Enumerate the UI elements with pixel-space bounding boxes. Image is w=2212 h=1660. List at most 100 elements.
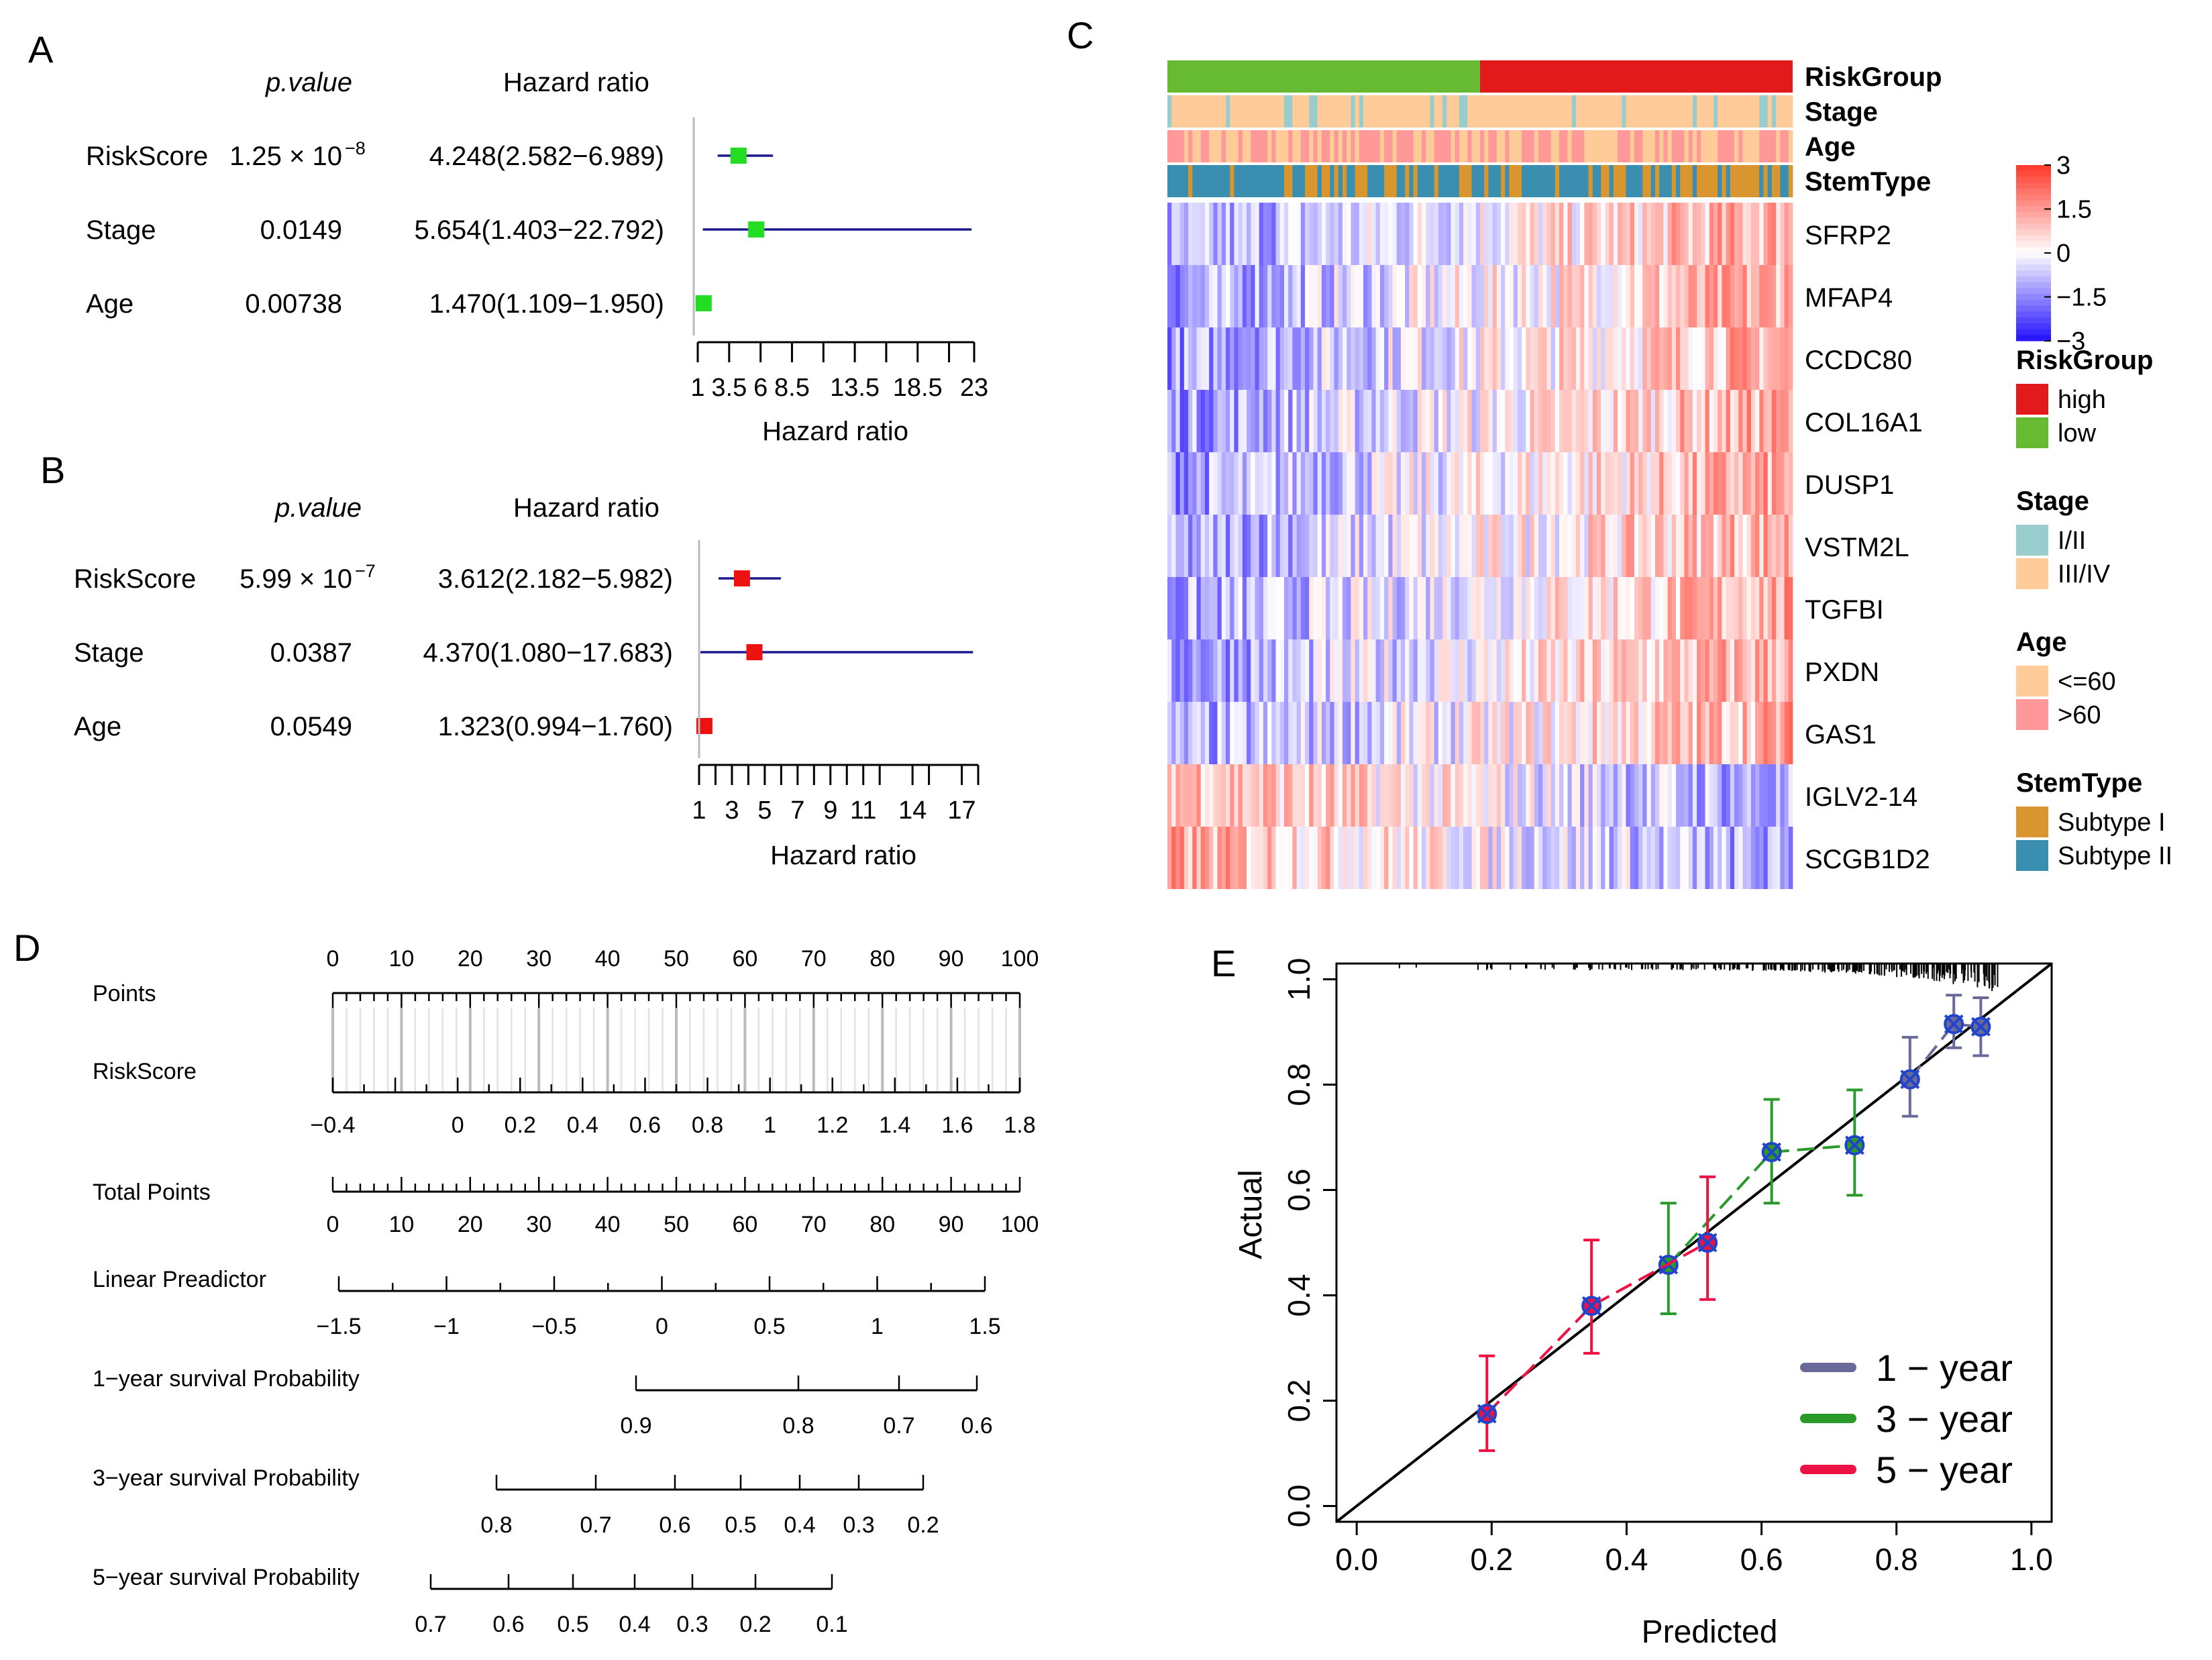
age-cell [1722,130,1726,162]
heatmap-cell [1788,577,1793,639]
stage-cell [1788,95,1793,127]
heatmap-cell [1317,577,1322,639]
heatmap-cell [1730,639,1735,702]
heatmap-cell [1426,764,1430,827]
age-cell [1676,130,1681,162]
heatmap-cell [1396,390,1402,452]
heatmap-cell [1546,390,1552,452]
stemtype-cell [1563,165,1568,197]
age-cell [1292,130,1298,162]
heatmap-cell [1317,265,1322,327]
forest-row-hr: 1.323(0.994−1.760) [438,712,673,741]
age-cell [1300,130,1306,162]
heatmap-cell [1605,390,1610,452]
heatmap-cell [1334,702,1339,764]
heatmap-cell [1221,639,1226,702]
heatmap-cell [1730,327,1735,390]
stemtype-cell [1767,165,1773,197]
heatmap-cell [1438,327,1443,390]
heatmap-cell [1546,702,1552,764]
stage-cell [1659,95,1664,127]
heatmap-cell [1342,265,1347,327]
age-cell [1367,130,1372,162]
heatmap-cell [1654,639,1660,702]
riskgroup-low-bar [1167,60,1480,93]
heatmap-cell [1701,827,1705,889]
heatmap-cell [1422,764,1426,827]
stage-cell [1275,95,1281,127]
heatmap-cell [1171,702,1176,764]
heatmap-cell [1688,390,1693,452]
heatmap-cell [1542,827,1547,889]
heatmap-cell [1455,327,1460,390]
heatmap-cell [1626,827,1631,889]
legend-swatch [2016,525,2048,556]
total-points-tick-label: 50 [664,1212,689,1237]
heatmap-cell [1746,764,1752,827]
heatmap-cell [1251,390,1255,452]
points-tick-label: 70 [801,946,827,972]
heatmap-cell [1209,265,1214,327]
heatmap-cell [1209,577,1214,639]
linear-predictor-tick-label: 1.5 [969,1314,1000,1339]
heatmap-cell [1422,702,1426,764]
heatmap-cell [1388,327,1393,390]
heatmap-cell [1467,515,1472,577]
heatmap-cell [1326,702,1330,764]
stage-cell [1321,95,1326,127]
heatmap-cell [1501,827,1506,889]
age-cell [1738,130,1743,162]
heatmap-cell [1676,390,1681,452]
heatmap-cell [1279,390,1285,452]
heatmap-cell [1622,702,1626,764]
heatmap-cell [1750,203,1756,265]
heatmap-cell [1396,452,1402,515]
heatmap-cell [1592,327,1597,390]
heatmap-cell [1296,265,1302,327]
heatmap-cell [1788,203,1793,265]
forest-tick-label: 8.5 [774,374,810,402]
stemtype-cell [1192,165,1197,197]
heatmap-cell [1596,327,1601,390]
heatmap-cell [1750,764,1756,827]
heatmap-cell [1588,515,1593,577]
heatmap-cell [1596,515,1601,577]
age-cell [1188,130,1193,162]
heatmap-cell [1363,327,1368,390]
age-cell [1451,130,1456,162]
color-scale-step [2016,323,2051,330]
nomogram-axis-name: Linear Preadictor [93,1267,266,1292]
stage-cell [1767,95,1773,127]
stemtype-cell [1496,165,1502,197]
stemtype-cell [1279,165,1285,197]
heatmap-cell [1788,265,1793,327]
legend-swatch [2016,807,2048,837]
heatmap-cell [1509,639,1514,702]
heatmap-cell [1175,203,1181,265]
heatmap-cell [1680,764,1685,827]
heatmap-cell [1692,265,1697,327]
legend-label: <=60 [2058,668,2116,696]
heatmap-cell [1271,327,1276,390]
stage-cell [1522,95,1526,127]
heatmap-cell [1667,577,1673,639]
heatmap-cell [1780,764,1785,827]
stemtype-cell [1567,165,1573,197]
heatmap-cell [1175,515,1181,577]
stage-cell [1496,95,1502,127]
stage-cell [1650,95,1656,127]
heatmap-cell [1601,764,1605,827]
forest-row-name: Age [86,289,134,319]
heatmap-cell [1330,452,1334,515]
heatmap-cell [1305,452,1310,515]
heatmap-cell [1221,203,1226,265]
heatmap-cell [1309,702,1314,764]
heatmap-cell [1709,702,1714,764]
stage-cell [1509,95,1514,127]
stage-cell [1179,95,1185,127]
heatmap-cell [1263,515,1268,577]
heatmap-cell [1626,203,1631,265]
age-cell [1542,130,1547,162]
stemtype-cell [1726,165,1731,197]
heatmap-cell [1588,702,1593,764]
